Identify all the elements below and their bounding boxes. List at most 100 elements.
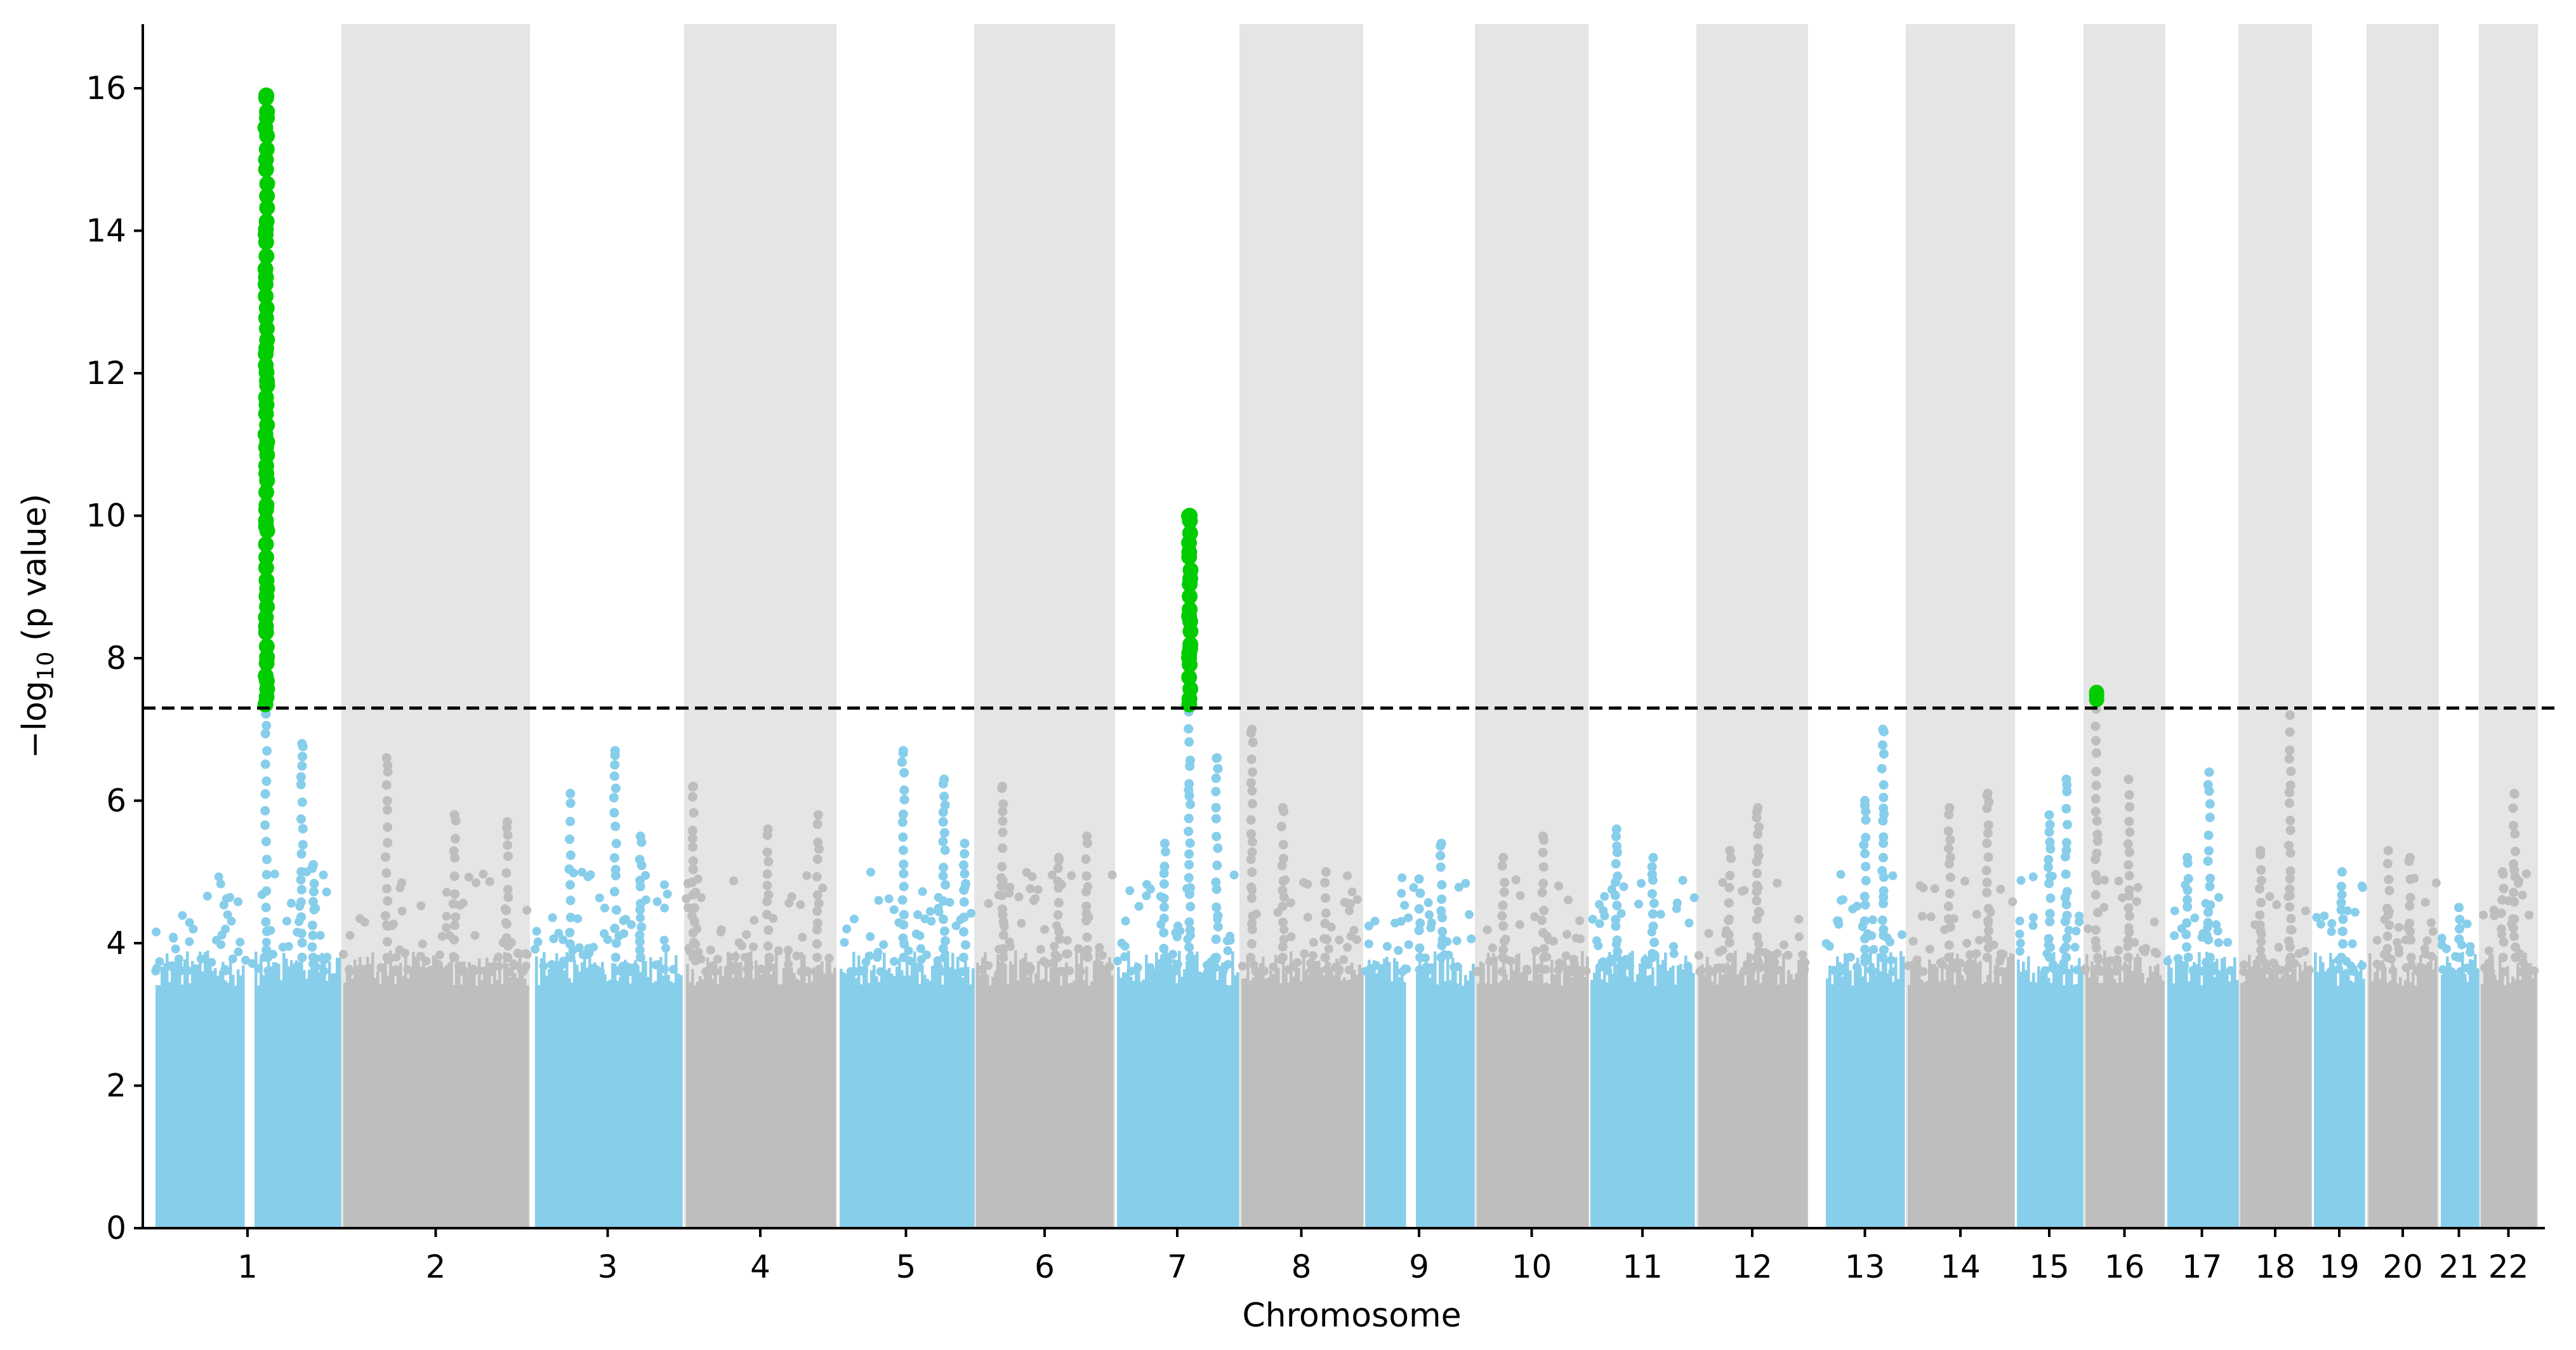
snp-point xyxy=(2015,929,2024,939)
x-tick-label-chr19: 19 xyxy=(2319,1248,2360,1285)
snp-density-column xyxy=(1994,964,1997,1228)
snp-density-column xyxy=(1586,956,1589,1228)
snp-point xyxy=(2316,920,2325,929)
snp-density-column xyxy=(1644,954,1647,1228)
snp-density-column xyxy=(1014,950,1017,1228)
snp-peak-point xyxy=(1754,850,1764,861)
snp-density-column xyxy=(227,983,230,1228)
snp-point xyxy=(1571,934,1581,943)
snp-peak-point xyxy=(1246,952,1256,962)
snp-peak-point xyxy=(1279,934,1289,944)
snp-peak-point xyxy=(1184,859,1194,870)
snp-peak-point xyxy=(2182,895,2192,905)
snp-density-column xyxy=(1961,975,1964,1228)
snp-point xyxy=(2064,925,2073,935)
snp-density-column xyxy=(1234,975,1237,1228)
chromosome-points-4 xyxy=(682,781,836,1228)
snp-point xyxy=(248,959,257,969)
snp-density-column xyxy=(1706,956,1709,1228)
snp-point xyxy=(1564,895,1573,904)
snp-density-column xyxy=(201,971,204,1228)
snp-peak-point xyxy=(941,936,951,946)
snp-point xyxy=(2426,918,2436,927)
snp-peak-point xyxy=(1213,922,1223,932)
snp-peak-point xyxy=(1185,952,1195,962)
snp-peak-point xyxy=(898,809,908,819)
snp-peak-point xyxy=(1983,916,1993,926)
snp-peak-point xyxy=(2061,804,2071,814)
snp-density-column xyxy=(775,952,778,1228)
snp-density-column xyxy=(961,977,965,1228)
snp-density-column xyxy=(964,961,967,1228)
snp-point xyxy=(1625,962,1635,971)
snp-density-column xyxy=(2218,970,2221,1228)
snp-peak-point xyxy=(1211,934,1221,944)
snp-point xyxy=(1042,959,1052,969)
snp-density-column xyxy=(239,975,242,1228)
snp-density-column xyxy=(2060,965,2063,1228)
snp-density-column xyxy=(2007,956,2010,1228)
snp-peak-point xyxy=(2405,874,2415,884)
snp-peak-point xyxy=(688,890,698,900)
snp-density-column xyxy=(2233,957,2236,1228)
snp-density-column xyxy=(414,956,418,1228)
snp-peak-point xyxy=(2183,874,2193,884)
snp-point xyxy=(2357,961,2367,970)
snp-density-column xyxy=(1147,967,1151,1228)
snp-point xyxy=(1897,930,1906,939)
snp-density-column xyxy=(2121,982,2124,1228)
snp-density-column xyxy=(609,979,612,1228)
snp-density-column xyxy=(1017,980,1020,1228)
snp-point xyxy=(787,892,796,901)
snp-density-column xyxy=(991,977,994,1228)
snp-peak-point xyxy=(611,783,621,793)
snp-point xyxy=(1678,875,1688,885)
snp-peak-point xyxy=(383,896,393,906)
snp-density-column xyxy=(808,970,811,1228)
snp-density-column xyxy=(1135,962,1138,1228)
snp-density-column xyxy=(2399,977,2402,1228)
snp-point xyxy=(1885,937,1894,947)
snp-peak-point xyxy=(1877,764,1887,774)
snp-peak-point xyxy=(2405,927,2415,937)
snp-density-column xyxy=(511,961,514,1228)
snp-peak-top xyxy=(1054,852,1064,863)
snp-peak-point xyxy=(610,923,620,934)
significant-snp-point xyxy=(259,188,275,204)
snp-point xyxy=(574,943,584,953)
snp-peak-point xyxy=(762,869,772,879)
snp-density-column xyxy=(689,981,692,1228)
snp-density-column xyxy=(1421,973,1424,1228)
snp-density-column xyxy=(588,955,591,1228)
y-axis-title: −log10 (p value) xyxy=(16,494,59,758)
snp-point xyxy=(2190,913,2200,923)
chromosome-points-11 xyxy=(1588,824,1699,1228)
snp-point xyxy=(171,944,180,954)
snp-density-column xyxy=(1528,981,1531,1228)
snp-density-column xyxy=(310,962,314,1228)
snp-point xyxy=(2239,967,2249,976)
snp-point xyxy=(2441,944,2451,953)
snp-peak-point xyxy=(2382,859,2393,869)
snp-density-column xyxy=(916,965,919,1228)
snp-density-column xyxy=(1522,970,1526,1228)
snp-peak-point xyxy=(2508,923,2518,933)
snp-peak-point xyxy=(2091,767,2101,777)
snp-peak-point xyxy=(296,814,306,824)
snp-density-column xyxy=(287,969,291,1228)
snp-peak-point xyxy=(1983,852,1993,863)
snp-peak-point xyxy=(2062,910,2072,920)
snp-density-column xyxy=(1312,965,1316,1228)
snp-density-column xyxy=(369,963,372,1228)
snp-peak-point xyxy=(688,952,698,962)
snp-peak-top xyxy=(1538,831,1548,842)
snp-point xyxy=(486,967,496,976)
snp-point xyxy=(1183,934,1192,944)
snp-density-column xyxy=(1833,974,1837,1228)
snp-density-column xyxy=(742,977,745,1228)
significant-snp-point xyxy=(258,549,275,566)
snp-density-column xyxy=(1747,952,1750,1228)
snp-density-column xyxy=(976,962,979,1228)
snp-point xyxy=(1125,886,1135,896)
